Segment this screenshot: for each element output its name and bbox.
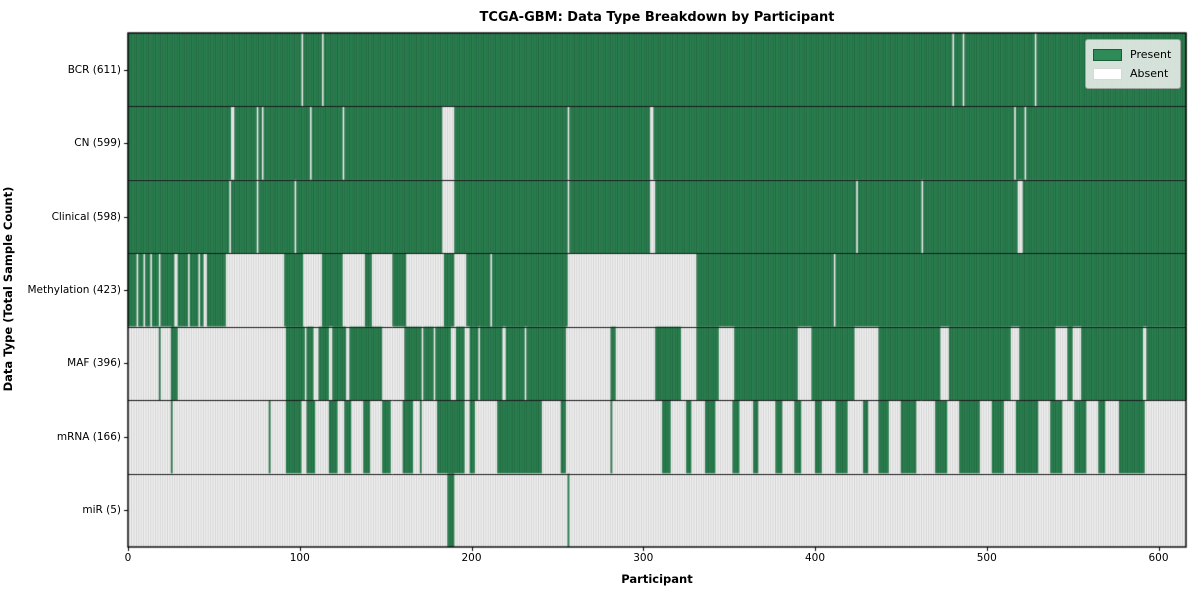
legend-entry-absent: Absent [1093,64,1172,83]
legend-present-label: Present [1130,48,1172,61]
x-tick-label-200: 200 [461,552,482,564]
y-tick-label-BCR: BCR (611) [67,63,121,76]
y-tick-label-CN: CN (599) [74,137,121,150]
x-tick-label-100: 100 [289,552,310,564]
legend-entry-present: Present [1093,45,1172,64]
x-tick-label-400: 400 [804,552,826,564]
x-tick-label-300: 300 [633,552,654,564]
absent-swatch-icon [1093,67,1122,80]
x-tick-label-500: 500 [976,552,997,564]
y-tick-label-mRNA: mRNA (166) [56,430,121,443]
y-tick-label-Methylation: Methylation (423) [27,284,121,296]
chart-title: TCGA-GBM: Data Type Breakdown by Partici… [479,10,835,25]
legend: Present Absent [1085,39,1181,89]
x-tick-label-600: 600 [1148,552,1169,564]
present-swatch-icon [1093,48,1122,61]
y-tick-label-MAF: MAF (396) [67,357,121,370]
legend-absent-label: Absent [1130,67,1169,80]
y-tick-label-miR: miR (5) [82,504,121,517]
x-axis-label: Participant [621,572,693,586]
y-tick-label-Clinical: Clinical (598) [51,210,121,223]
x-tick-label-0: 0 [124,552,132,564]
